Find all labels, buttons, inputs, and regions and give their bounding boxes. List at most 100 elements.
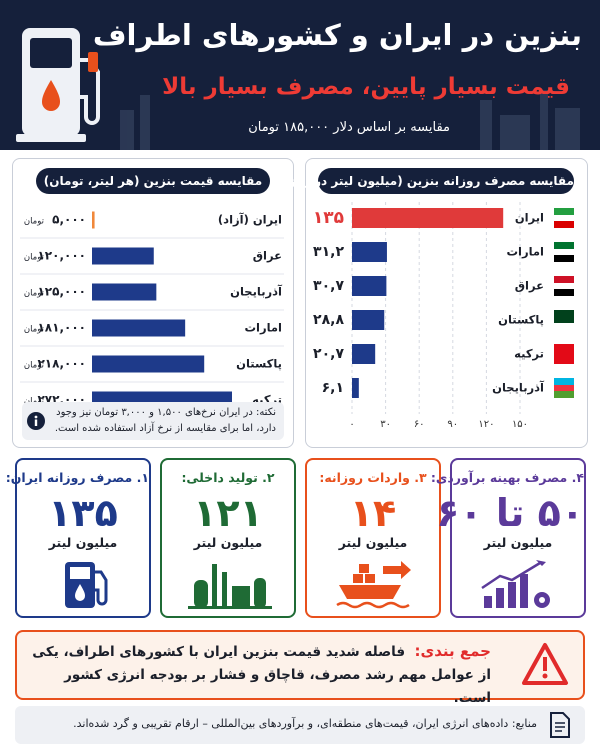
card-unit: میلیون لیتر xyxy=(483,535,553,550)
flag xyxy=(554,249,574,255)
unit-label: تومان xyxy=(24,361,45,371)
card-title: ۳. واردات روزانه: xyxy=(319,470,427,485)
flag xyxy=(554,289,574,296)
summary-body: فاصله شدید قیمت بنزین ایران با کشورهای ا… xyxy=(32,644,491,706)
category-label: آذربایجان xyxy=(492,381,545,395)
flag xyxy=(554,215,574,221)
chart-title: مقایسه قیمت بنزین (هر لیتر، تومان) xyxy=(36,168,270,194)
header-note: مقایسه بر اساس دلار ۱۸۵,۰۰۰ تومان xyxy=(248,120,450,135)
x-tick-label: ۱۲۰ xyxy=(478,419,494,430)
header: بنزین در ایران و کشورهای اطراف قیمت بسیا… xyxy=(0,0,600,150)
bar xyxy=(92,247,154,265)
flag xyxy=(554,276,574,283)
card-unit: میلیون لیتر xyxy=(193,535,263,550)
header-art xyxy=(16,28,580,150)
chart-note: نکته: در ایران نرخ‌های ۱,۵۰۰ و ۳,۰۰۰ توم… xyxy=(22,402,284,440)
flag xyxy=(554,242,574,249)
unit-label: تومان xyxy=(24,325,45,335)
card-title: ۴. مصرف بهینه برآوردی: xyxy=(430,470,584,485)
x-tick-label: ۳۰ xyxy=(380,419,391,430)
bar xyxy=(352,242,387,262)
subtitle: قیمت بسیار پایین، مصرف بسیار بالا xyxy=(162,74,570,100)
value-label: ۱۲۰,۰۰۰ xyxy=(37,249,86,263)
refinery-icon xyxy=(188,564,272,609)
category-label: پاکستان xyxy=(498,313,544,327)
value-label: ۳۰,۷ xyxy=(313,278,344,294)
value-label: ۱۸۱,۰۰۰ xyxy=(37,321,86,335)
unit-label: تومان xyxy=(24,289,45,299)
stat-card: ۱. مصرف روزانه ایران: ۱۳۵ میلیون لیتر xyxy=(5,458,151,618)
ship-icon xyxy=(336,561,411,609)
value-label: ۳۱,۲ xyxy=(313,244,344,260)
value-label: ۲۰,۷ xyxy=(313,346,344,362)
flag xyxy=(554,357,574,364)
category-label: امارات xyxy=(245,321,283,335)
stat-card: ۲. تولید داخلی: ۱۲۱ میلیون لیتر xyxy=(160,458,296,618)
bar xyxy=(352,276,387,296)
chart-title: مقایسه مصرف روزانه بنزین (میلیون لیتر در… xyxy=(283,168,574,194)
bar xyxy=(92,283,157,301)
category-label: ترکیه xyxy=(514,347,544,361)
category-label: عراق xyxy=(515,279,544,293)
card-unit: میلیون لیتر xyxy=(48,535,118,550)
bar xyxy=(352,310,385,330)
info-icon xyxy=(27,412,45,430)
card-title: ۱. مصرف روزانه ایران: xyxy=(5,470,149,485)
category-label: عراق xyxy=(253,249,282,263)
title: بنزین در ایران و کشورهای اطراف xyxy=(92,18,582,52)
bar xyxy=(352,378,359,398)
flag xyxy=(554,310,574,317)
unit-label: تومان xyxy=(24,217,45,227)
value-label: ۲۱۸,۰۰۰ xyxy=(37,357,86,371)
unit-label: تومان xyxy=(24,397,45,407)
flag xyxy=(554,391,574,398)
value-label: ۱۲۵,۰۰۰ xyxy=(37,285,86,299)
flag xyxy=(554,221,574,228)
bar xyxy=(92,319,186,337)
stat-card: ۳. واردات روزانه: ۱۴ میلیون لیتر xyxy=(305,458,441,618)
bar xyxy=(352,344,376,364)
flag xyxy=(554,378,574,385)
flag xyxy=(554,317,574,323)
card-title: ۲. تولید داخلی: xyxy=(181,470,275,485)
flag xyxy=(554,283,574,289)
bar xyxy=(92,355,205,373)
consumption-panel xyxy=(305,158,588,448)
flag xyxy=(554,351,574,357)
footer-text: منابع: داده‌های انرژی ایران، قیمت‌های من… xyxy=(73,717,537,730)
warning-icon xyxy=(522,643,568,685)
card-value: ۱۲۱ xyxy=(193,491,263,535)
flag xyxy=(554,385,574,391)
flag xyxy=(554,344,574,351)
x-tick-label: ۶۰ xyxy=(414,419,425,430)
value-label: ۵,۰۰۰ xyxy=(52,213,86,227)
bar xyxy=(352,208,504,228)
growth-icon xyxy=(481,560,550,608)
card-value: ۵۰ تا ۶۰ xyxy=(436,491,584,535)
value-label: ۱۳۵ xyxy=(313,208,344,228)
stat-card: ۴. مصرف بهینه برآوردی: ۵۰ تا ۶۰ میلیون ل… xyxy=(430,458,586,618)
summary-heading: جمع بندی: xyxy=(414,642,491,660)
flag xyxy=(554,208,574,215)
card-unit: میلیون لیتر xyxy=(338,535,408,550)
card-value: ۱۴ xyxy=(349,491,397,535)
summary-box: جمع بندی: فاصله شدید قیمت بنزین ایران با… xyxy=(15,630,585,706)
x-tick-label: ۱۵۰ xyxy=(512,419,528,430)
footer: منابع: داده‌های انرژی ایران، قیمت‌های من… xyxy=(15,706,585,744)
summary-text: جمع بندی: فاصله شدید قیمت بنزین ایران با… xyxy=(31,640,491,710)
doc-icon xyxy=(550,712,570,738)
unit-label: تومان xyxy=(24,253,45,263)
bar xyxy=(92,211,95,229)
category-label: امارات xyxy=(507,245,545,259)
x-tick-label: ۹۰ xyxy=(447,419,458,430)
x-tick-label: ۰ xyxy=(349,419,354,430)
flag xyxy=(554,323,574,330)
value-label: ۲۸,۸ xyxy=(313,312,344,328)
category-label: ایران (آزاد) xyxy=(218,213,282,227)
category-label: ایران xyxy=(515,211,544,225)
pump-icon xyxy=(65,562,108,608)
flag xyxy=(554,255,574,262)
value-label: ۶,۱ xyxy=(322,380,344,396)
